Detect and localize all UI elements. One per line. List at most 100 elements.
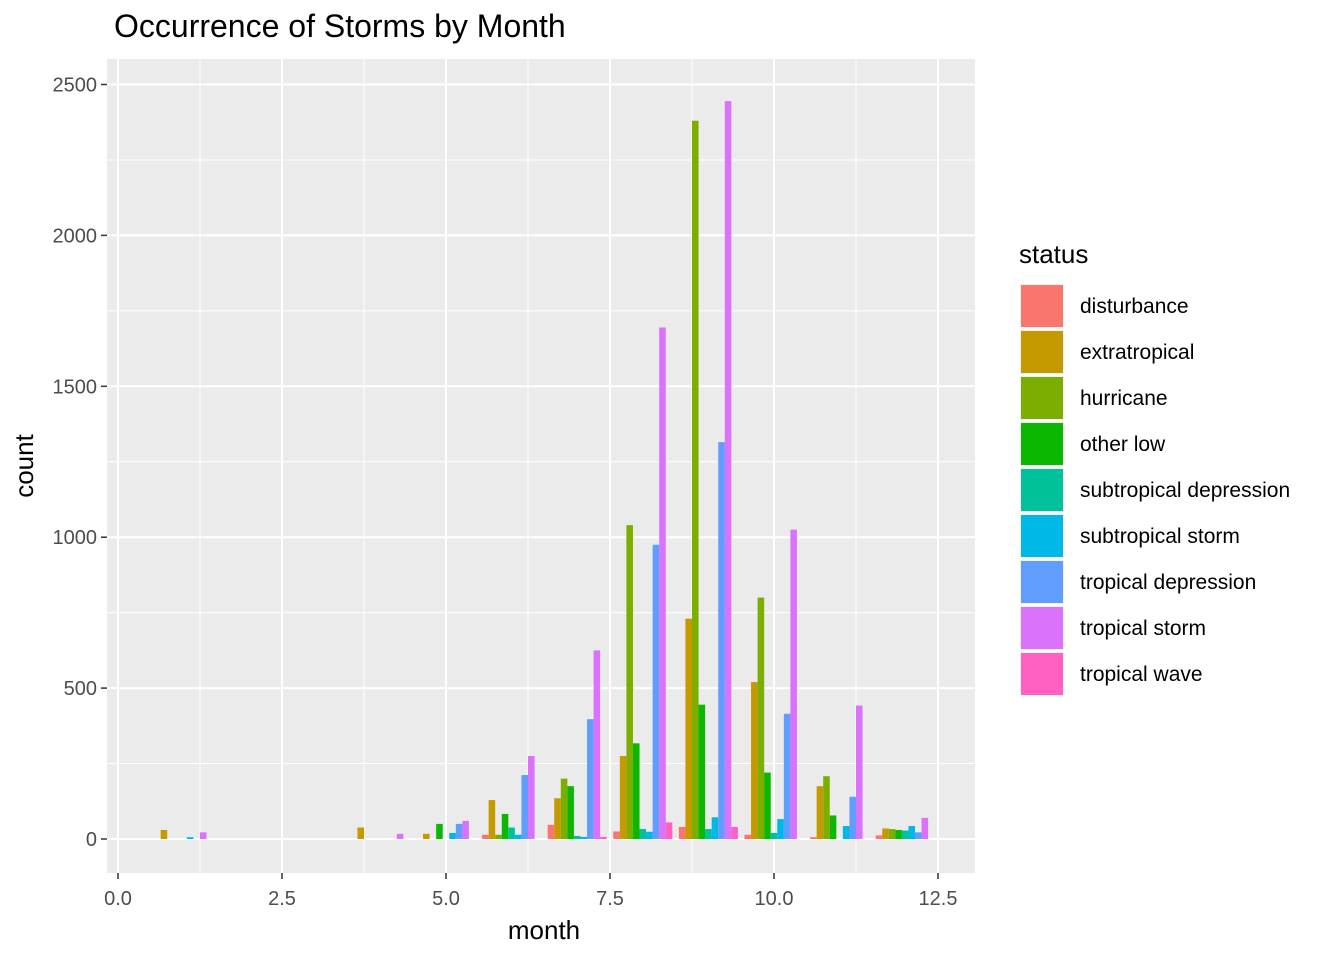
bar-tropical-storm bbox=[396, 833, 404, 839]
bar-subtropical-depression bbox=[508, 827, 515, 839]
bar-tropical-storm bbox=[921, 817, 929, 839]
bar-tropical-depression bbox=[718, 442, 725, 839]
bar-subtropical-storm bbox=[777, 819, 784, 839]
bar-subtropical-depression bbox=[573, 835, 581, 839]
bar-tropical-depression bbox=[455, 823, 463, 839]
legend-title: status bbox=[1019, 239, 1089, 269]
bar-extratropical bbox=[554, 798, 561, 839]
bar-other-low bbox=[895, 829, 902, 839]
bar-subtropical-storm bbox=[580, 836, 588, 839]
bar-hurricane bbox=[560, 778, 568, 839]
y-tick-label: 1000 bbox=[53, 527, 98, 549]
legend-label: subtropical storm bbox=[1080, 525, 1240, 548]
y-axis-title: count bbox=[9, 433, 39, 497]
bar-extratropical bbox=[685, 618, 692, 839]
bar-tropical-storm bbox=[856, 705, 863, 839]
bar-subtropical-storm bbox=[449, 832, 456, 839]
y-tick-label: 2000 bbox=[53, 225, 98, 247]
bar-other-low bbox=[829, 815, 837, 839]
bar-hurricane bbox=[823, 776, 830, 839]
bar-other-low bbox=[501, 813, 509, 839]
legend-label: tropical wave bbox=[1080, 663, 1203, 686]
bar-extratropical bbox=[751, 682, 758, 839]
legend-label: hurricane bbox=[1080, 387, 1168, 410]
bar-hurricane bbox=[692, 120, 699, 840]
chart-title: Occurrence of Storms by Month bbox=[114, 8, 566, 44]
legend-swatch-tropical-depression bbox=[1021, 561, 1063, 603]
bar-other-low bbox=[567, 786, 574, 839]
bar-disturbance bbox=[744, 834, 752, 839]
x-tick-label: 12.5 bbox=[919, 888, 958, 910]
bar-other-low bbox=[764, 772, 771, 839]
bar-tropical-storm bbox=[790, 529, 797, 839]
y-tick-label: 500 bbox=[64, 678, 97, 700]
bar-other-low bbox=[632, 743, 640, 839]
legend-label: other low bbox=[1080, 433, 1166, 456]
bar-disturbance bbox=[810, 837, 817, 839]
legend-swatch-extratropical bbox=[1021, 331, 1063, 373]
bar-extratropical bbox=[160, 829, 168, 839]
legend-label: tropical storm bbox=[1080, 617, 1206, 640]
bar-extratropical bbox=[619, 756, 627, 839]
legend-swatch-other-low bbox=[1021, 423, 1063, 465]
legend-label: subtropical depression bbox=[1080, 479, 1290, 502]
bar-subtropical-depression bbox=[901, 830, 909, 839]
bar-disturbance bbox=[678, 826, 686, 839]
bar-tropical-wave bbox=[600, 836, 607, 839]
plot-panel bbox=[107, 59, 975, 873]
bar-subtropical-depression bbox=[770, 832, 778, 839]
legend-swatch-subtropical-depression bbox=[1021, 469, 1063, 511]
bar-tropical-depression bbox=[521, 775, 528, 839]
bar-subtropical-storm bbox=[646, 831, 653, 839]
bar-tropical-storm bbox=[593, 650, 601, 840]
legend-swatch-tropical-storm bbox=[1021, 607, 1063, 649]
bar-extratropical bbox=[423, 833, 430, 839]
legend-label: disturbance bbox=[1080, 295, 1189, 318]
bar-hurricane bbox=[757, 597, 765, 839]
bar-hurricane bbox=[888, 829, 896, 839]
y-tick-label: 0 bbox=[86, 829, 97, 851]
legend: disturbance extratropical hurricane other l… bbox=[1020, 284, 1290, 696]
bar-tropical-storm bbox=[200, 832, 207, 839]
bar-other-low bbox=[698, 704, 706, 839]
bar-extratropical bbox=[816, 786, 824, 839]
legend-label: tropical depression bbox=[1080, 571, 1256, 594]
bar-tropical-storm bbox=[659, 327, 666, 839]
y-tick-label: 2500 bbox=[53, 75, 98, 97]
axes-layer: 0.0 2.5 5.0 7.5 10.0 12.5 0 500 1000 1500 2000 2500 bbox=[53, 75, 958, 911]
x-tick-label: 10.0 bbox=[755, 888, 794, 910]
bar-hurricane bbox=[495, 834, 502, 839]
bar-tropical-storm bbox=[724, 101, 732, 840]
bar-extratropical bbox=[488, 800, 496, 839]
bar-tropical-wave bbox=[731, 826, 738, 839]
legend-swatch-disturbance bbox=[1021, 285, 1063, 327]
bar-subtropical-depression bbox=[639, 829, 647, 839]
bar-disturbance bbox=[613, 831, 620, 839]
y-tick-label: 1500 bbox=[53, 376, 98, 398]
x-tick-label: 2.5 bbox=[268, 888, 296, 910]
bar-disturbance bbox=[547, 824, 555, 839]
bar-subtropical-storm bbox=[842, 826, 850, 839]
bar-tropical-depression bbox=[652, 544, 660, 839]
legend-swatch-subtropical-storm bbox=[1021, 515, 1063, 557]
bar-tropical-wave bbox=[665, 822, 673, 839]
bar-tropical-depression bbox=[849, 796, 856, 839]
bar-tropical-storm bbox=[528, 756, 535, 839]
x-tick-label: 5.0 bbox=[432, 888, 460, 910]
legend-swatch-tropical-wave bbox=[1021, 653, 1063, 695]
bar-disturbance bbox=[482, 834, 489, 839]
x-tick-label: 0.0 bbox=[104, 888, 132, 910]
bar-extratropical bbox=[357, 827, 364, 839]
bar-subtropical-storm bbox=[186, 837, 194, 839]
x-tick-label: 7.5 bbox=[596, 888, 624, 910]
legend-swatch-hurricane bbox=[1021, 377, 1063, 419]
bar-tropical-depression bbox=[783, 713, 791, 839]
bar-subtropical-storm bbox=[514, 834, 522, 839]
bar-hurricane bbox=[626, 525, 633, 839]
bar-subtropical-storm bbox=[711, 817, 719, 839]
bar-tropical-depression bbox=[587, 719, 594, 839]
bar-subtropical-storm bbox=[908, 826, 916, 839]
bar-tropical-depression bbox=[915, 832, 922, 839]
bar-tropical-storm bbox=[462, 820, 469, 839]
